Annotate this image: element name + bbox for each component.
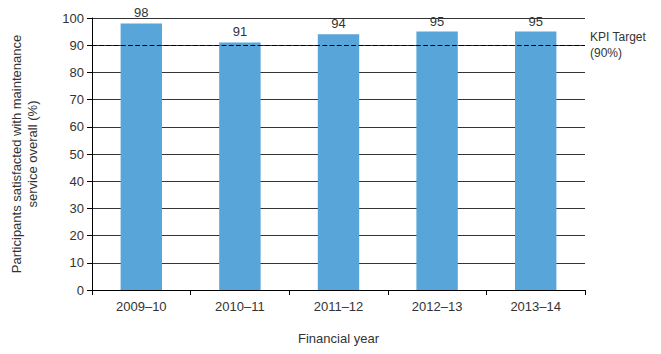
svg-text:2012–13: 2012–13 bbox=[412, 299, 463, 314]
svg-text:95: 95 bbox=[430, 14, 444, 29]
svg-text:2013–14: 2013–14 bbox=[510, 299, 561, 314]
svg-text:KPI Target: KPI Target bbox=[590, 30, 646, 44]
svg-text:98: 98 bbox=[134, 5, 148, 20]
svg-text:2009–10: 2009–10 bbox=[116, 299, 167, 314]
svg-text:Participants satisfacted with: Participants satisfacted with maintenanc… bbox=[9, 35, 24, 273]
svg-text:2011–12: 2011–12 bbox=[314, 299, 364, 314]
svg-text:30: 30 bbox=[70, 201, 84, 216]
svg-text:95: 95 bbox=[528, 14, 542, 29]
svg-text:90: 90 bbox=[70, 38, 84, 53]
svg-text:60: 60 bbox=[70, 119, 84, 134]
svg-text:(90%): (90%) bbox=[590, 46, 622, 60]
svg-text:70: 70 bbox=[70, 92, 84, 107]
svg-text:40: 40 bbox=[70, 174, 84, 189]
svg-text:94: 94 bbox=[331, 16, 345, 31]
svg-text:91: 91 bbox=[233, 24, 247, 39]
svg-text:50: 50 bbox=[70, 147, 84, 162]
svg-text:80: 80 bbox=[70, 65, 84, 80]
svg-text:20: 20 bbox=[70, 228, 84, 243]
svg-text:0: 0 bbox=[77, 283, 84, 298]
svg-text:2010–11: 2010–11 bbox=[215, 299, 265, 314]
svg-text:service overall (%): service overall (%) bbox=[25, 101, 40, 208]
svg-text:Financial year: Financial year bbox=[298, 331, 380, 346]
svg-text:10: 10 bbox=[70, 255, 84, 270]
svg-text:100: 100 bbox=[62, 11, 84, 26]
